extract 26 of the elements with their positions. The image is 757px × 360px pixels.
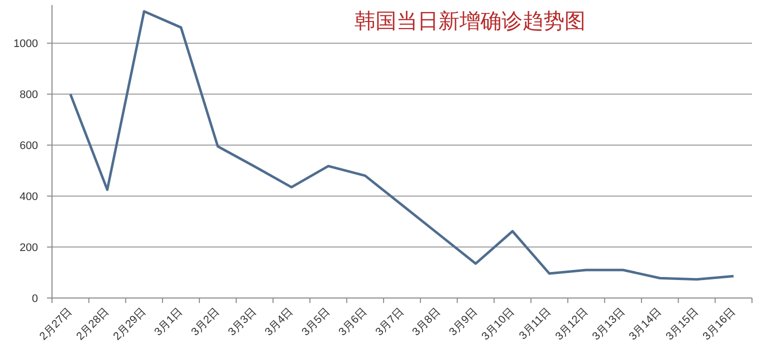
x-tick-label: 3月7日 [373,306,406,338]
y-tick-label: 800 [20,89,38,102]
x-tick-label: 3月13日 [590,306,628,343]
y-tick-label: 0 [32,293,38,305]
x-tick-label: 3月2日 [189,306,222,338]
x-tick-label: 2月27日 [38,306,75,343]
y-tick-label: 600 [20,140,38,152]
x-tick-label: 3月3日 [226,306,259,338]
x-tick-label: 3月14日 [627,306,664,343]
x-tick-label: 3月6日 [336,306,370,338]
x-tick-label: 2月29日 [111,306,148,343]
title: 韩国当日新增确诊趋势图 [354,9,586,33]
x-tick-label: 3月15日 [664,306,701,343]
x-tick-label: 3月1日 [152,306,186,338]
x-tick-label: 3月11日 [517,306,554,342]
x-tick-label: 3月9日 [447,306,480,338]
y-tick-label: 1000 [14,38,38,50]
x-tick-label: 2月28日 [74,306,112,343]
x-tick-label: 3月16日 [700,306,738,343]
x-tick-label: 3月4日 [262,306,296,338]
x-tick-label: 3月10日 [480,306,517,343]
y-tick-label: 400 [20,191,38,204]
x-tick-label: 3月8日 [410,306,444,338]
x-tick-label: 3月5日 [300,306,332,338]
y-tick-label: 200 [20,242,38,254]
x-tick-label: 3月12日 [553,306,590,343]
